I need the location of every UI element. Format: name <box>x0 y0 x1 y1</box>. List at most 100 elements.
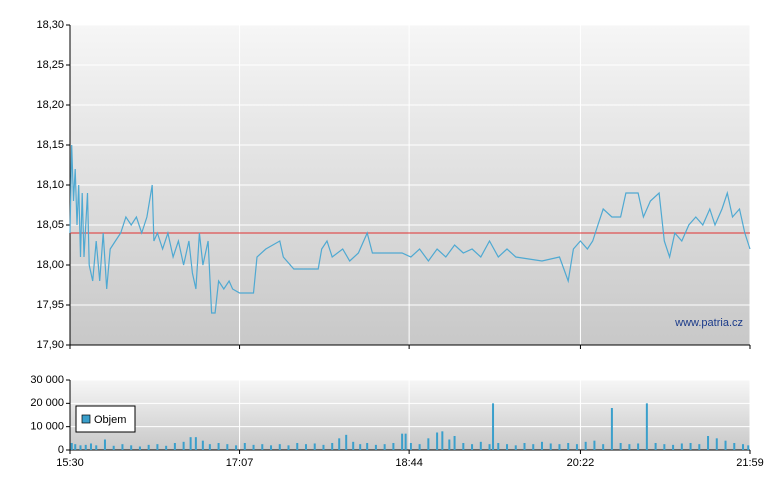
volume-bar <box>194 437 197 450</box>
volume-bar <box>404 433 407 450</box>
volume-bar <box>698 444 701 450</box>
volume-bar <box>532 444 535 450</box>
volume-bar <box>130 445 133 450</box>
x-tick-label: 18:44 <box>395 457 423 469</box>
volume-bar <box>89 443 92 450</box>
volume-bar <box>182 441 185 450</box>
volume-bar <box>252 444 255 450</box>
y-tick-label: 18,15 <box>36 139 64 151</box>
volume-bar <box>540 441 543 450</box>
legend-swatch <box>81 414 91 424</box>
volume-bar <box>165 445 168 450</box>
volume-bar <box>201 440 204 450</box>
x-tick-label: 20:22 <box>567 457 595 469</box>
volume-bar <box>366 443 369 450</box>
volume-bar <box>79 445 82 450</box>
x-tick-label: 21:59 <box>736 457 764 469</box>
volume-bar <box>584 441 587 450</box>
watermark: www.patria.cz <box>674 317 743 329</box>
volume-bar <box>645 403 648 450</box>
y-tick-label: 0 <box>58 444 64 456</box>
volume-bar <box>189 437 192 450</box>
volume-bar <box>724 440 727 450</box>
volume-bar <box>331 443 334 450</box>
volume-bar <box>733 443 736 450</box>
y-tick-label: 30 000 <box>30 374 64 386</box>
volume-bar <box>147 444 150 450</box>
volume-bar <box>427 438 430 450</box>
volume-bar <box>418 444 421 450</box>
volume-bar <box>345 434 348 450</box>
volume-bar <box>575 444 578 450</box>
volume-bar <box>270 445 273 450</box>
volume-bar <box>488 444 491 450</box>
volume-bar <box>747 445 750 450</box>
volume-bar <box>506 444 509 450</box>
volume-bar <box>715 438 718 450</box>
volume-bar <box>226 444 229 450</box>
y-tick-label: 17,95 <box>36 299 64 311</box>
volume-bar <box>322 444 325 450</box>
volume-plot-area <box>70 380 750 450</box>
y-tick-label: 10 000 <box>30 421 64 433</box>
volume-bar <box>296 443 299 450</box>
volume-bar <box>654 443 657 450</box>
volume-bar <box>619 443 622 450</box>
volume-bar <box>549 443 552 450</box>
volume-bar <box>103 439 106 450</box>
volume-bar <box>610 408 613 450</box>
volume-bar <box>497 443 500 450</box>
volume-bar <box>352 441 355 450</box>
volume-bar <box>243 443 246 450</box>
y-tick-label: 20 000 <box>30 397 64 409</box>
volume-bar <box>409 443 412 450</box>
y-tick-label: 18,30 <box>36 19 64 31</box>
volume-bar <box>313 443 316 450</box>
volume-bar <box>261 444 264 450</box>
volume-bar <box>70 443 73 450</box>
volume-bar <box>479 441 482 450</box>
volume-bar <box>567 443 570 450</box>
volume-bar <box>359 444 362 450</box>
volume-bar <box>173 443 176 450</box>
volume-bar <box>514 445 517 450</box>
volume-bar <box>383 444 386 450</box>
volume-bar <box>441 431 444 450</box>
volume-bar <box>637 443 640 450</box>
volume-bar <box>436 432 439 450</box>
volume-bar <box>672 444 675 450</box>
volume-bar <box>593 440 596 450</box>
volume-bar <box>453 436 456 450</box>
volume-bar <box>287 445 290 450</box>
volume-bar <box>558 444 561 450</box>
volume-bar <box>138 446 141 450</box>
legend-label: Objem <box>94 414 126 426</box>
volume-bar <box>235 445 238 450</box>
volume-bar <box>95 445 98 450</box>
volume-bar <box>112 445 115 450</box>
volume-bar <box>374 444 377 450</box>
volume-bar <box>304 444 307 450</box>
volume-bar <box>492 403 495 450</box>
volume-bar <box>401 433 404 450</box>
volume-bar <box>523 443 526 450</box>
volume-bar <box>689 443 692 450</box>
x-tick-label: 17:07 <box>226 457 254 469</box>
volume-bar <box>663 444 666 450</box>
y-tick-label: 18,20 <box>36 99 64 111</box>
volume-bar <box>84 444 87 450</box>
volume-bar <box>338 438 341 450</box>
y-tick-label: 18,10 <box>36 179 64 191</box>
volume-bar <box>680 443 683 450</box>
volume-bar <box>74 444 77 450</box>
volume-bar <box>217 443 220 450</box>
volume-bar <box>462 443 465 450</box>
volume-bar <box>392 443 395 450</box>
y-tick-label: 18,00 <box>36 259 64 271</box>
y-tick-label: 18,05 <box>36 219 64 231</box>
y-tick-label: 17,90 <box>36 339 64 351</box>
volume-bar <box>742 444 745 450</box>
volume-bar <box>278 444 281 450</box>
volume-bar <box>628 444 631 450</box>
